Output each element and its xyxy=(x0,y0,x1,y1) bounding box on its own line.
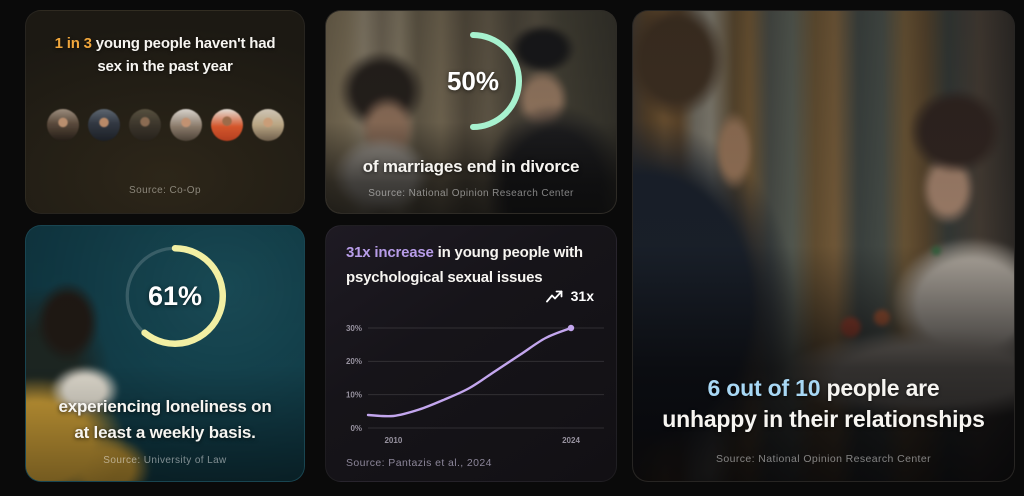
photo-overlay xyxy=(633,11,1014,481)
chart-badge: 31x xyxy=(545,288,594,304)
svg-text:2010: 2010 xyxy=(384,436,402,445)
svg-text:0%: 0% xyxy=(350,424,362,433)
photo-man-yellow-shirt xyxy=(26,226,304,481)
avatar xyxy=(46,109,79,141)
relationships-headline-rest: people are xyxy=(820,374,940,401)
avatar xyxy=(169,109,202,141)
svg-text:30%: 30% xyxy=(346,324,362,333)
divorce-gauge: 50% xyxy=(423,31,523,131)
loneliness-source: Source: University of Law xyxy=(103,455,227,466)
divorce-source: Source: National Opinion Research Center xyxy=(368,188,574,199)
chart-title: 31x increase in young people with psycho… xyxy=(346,241,598,291)
photo-overlay xyxy=(326,11,616,213)
loneliness-caption: experiencing loneliness on at least a we… xyxy=(58,397,272,442)
donut-gauge xyxy=(123,244,227,348)
svg-text:10%: 10% xyxy=(346,390,362,399)
relationships-source: Source: National Opinion Research Center xyxy=(715,453,932,465)
trending-up-icon xyxy=(545,290,563,302)
chart-badge-label: 31x xyxy=(570,288,594,304)
chart-title-highlight: 31x increase xyxy=(346,244,434,261)
card-sexless-stat: 1 in 3 young people haven't had sex in t… xyxy=(25,10,305,214)
relationships-headline-line2: unhappy in their relationships xyxy=(662,405,985,432)
sexless-source: Source: Co-Op xyxy=(129,185,201,196)
loneliness-percent: 61% xyxy=(147,280,203,311)
divorce-caption: of marriages end in divorce xyxy=(362,157,580,176)
sexless-headline-highlight: 1 in 3 xyxy=(54,35,92,52)
avatar xyxy=(210,109,243,141)
donut-gauge xyxy=(423,31,523,131)
chart-title-rest: in young people with psychological sexua… xyxy=(346,244,583,286)
svg-text:20%: 20% xyxy=(346,357,362,366)
avatar xyxy=(87,109,120,141)
divorce-percent: 50% xyxy=(446,65,500,96)
chart-source: Source: Pantazis et al., 2024 xyxy=(346,457,492,469)
avatar xyxy=(128,109,161,141)
avatar xyxy=(251,109,284,141)
sexless-headline: 1 in 3 young people haven't had sex in t… xyxy=(48,33,282,78)
relationships-headline-highlight: 6 out of 10 xyxy=(707,374,821,401)
relationships-headline: 6 out of 10 people are unhappy in their … xyxy=(633,373,1014,435)
svg-text:2024: 2024 xyxy=(562,436,580,445)
card-divorce-stat: 50% of marriages end in divorce Source: … xyxy=(325,10,617,214)
card-loneliness-stat: 61% experiencing loneliness on at least … xyxy=(25,225,305,482)
card-relationships-stat: 6 out of 10 people are unhappy in their … xyxy=(632,10,1015,482)
avatar-row xyxy=(26,109,304,141)
line-chart: 0% 10% 20% 30% 2010 2024 xyxy=(334,310,610,450)
photo-overlay xyxy=(26,226,304,481)
loneliness-gauge: 61% xyxy=(123,244,227,348)
sexless-headline-rest: young people haven't had sex in the past… xyxy=(91,35,276,75)
relationships-headline-line1: 6 out of 10 people are xyxy=(633,373,1014,404)
card-psych-issues-chart: 31x increase in young people with psycho… xyxy=(325,225,617,482)
